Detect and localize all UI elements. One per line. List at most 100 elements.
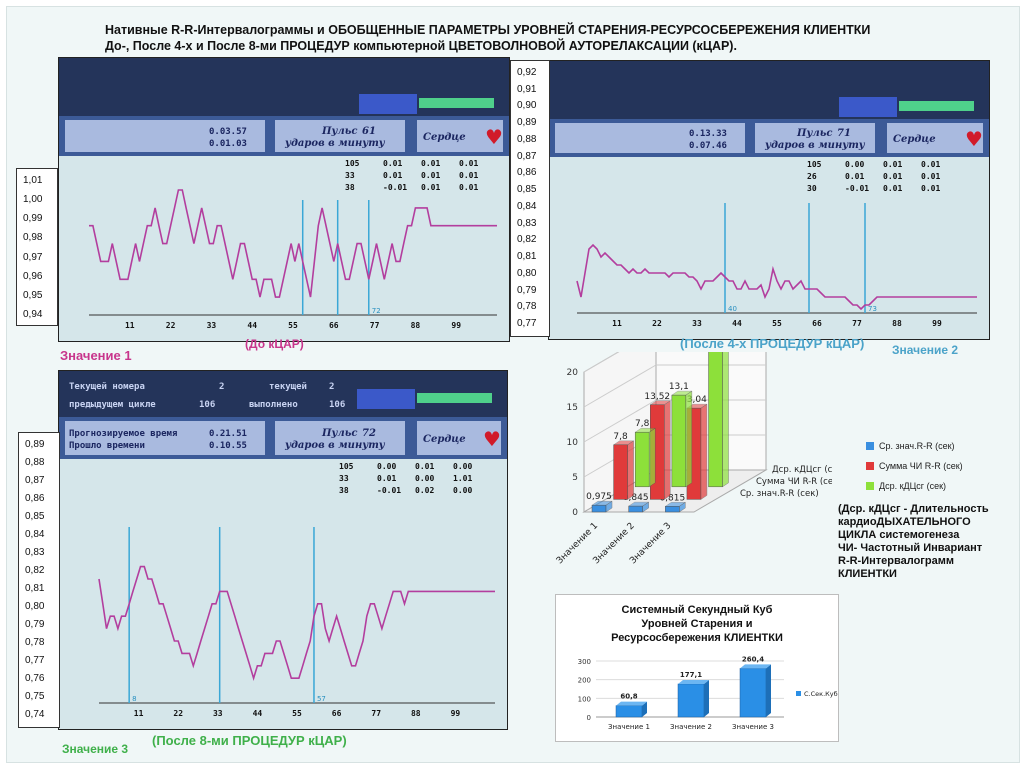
time-row-2: 0.01.03 bbox=[209, 139, 247, 149]
heart-icon: ♥ bbox=[965, 127, 983, 151]
heart-label: Сердце bbox=[423, 132, 466, 143]
cube-chart-title: Системный Секундный Куб Уровней Старения… bbox=[556, 603, 838, 645]
bar-value-label: 260,4 bbox=[742, 655, 764, 663]
legend-item-mean: Ср. знач.R-R (сек) bbox=[866, 436, 963, 456]
x-tick-label: 55 bbox=[288, 321, 298, 330]
x-tick-label: 22 bbox=[173, 709, 183, 718]
stat-cell: 38 bbox=[339, 486, 349, 495]
x-tick-label: 44 bbox=[247, 321, 257, 330]
time-box bbox=[555, 123, 745, 153]
y-axis-label: 0,84 bbox=[25, 529, 45, 540]
stat-cell: 0.01 bbox=[921, 184, 940, 193]
hud-panel bbox=[359, 94, 417, 114]
rr-trace-line bbox=[576, 243, 977, 311]
pulse-value: 72 bbox=[362, 428, 376, 439]
y-tick-label: 0 bbox=[587, 714, 591, 722]
bar-top bbox=[649, 400, 672, 406]
stat-cell: 0.01 bbox=[383, 171, 402, 180]
bar-top bbox=[612, 440, 635, 446]
y-tick-label: 100 bbox=[578, 695, 591, 703]
stat-cell: 0.00 bbox=[415, 474, 434, 483]
y-axis-label: 0,80 bbox=[25, 601, 45, 612]
heart-box bbox=[417, 421, 501, 455]
marker-label: 8 bbox=[132, 695, 136, 703]
hud-row-b-label: предыдущем цикле bbox=[69, 400, 156, 410]
x-tick-label: 66 bbox=[332, 709, 342, 718]
y-axis-2: 0,92 0,91 0,90 0,89 0,88 0,87 0,86 0,85 0,84 0,83… bbox=[510, 60, 550, 337]
bar bbox=[634, 431, 650, 488]
y-axis-label: 0,88 bbox=[25, 457, 45, 468]
stat-cell: 105 bbox=[339, 462, 354, 471]
depth-label: Сумма ЧИ R-R (сек) bbox=[756, 477, 832, 487]
title-line-1: Нативные R-R-Интервалограммы и ОБОБЩЕННЫ… bbox=[105, 23, 871, 37]
grid-line bbox=[583, 352, 620, 373]
x-tick-label: 22 bbox=[652, 319, 662, 328]
y-axis-3: 0,89 0,88 0,87 0,86 0,85 0,84 0,83 0,82 0,81 0,80… bbox=[18, 432, 60, 728]
cube-chart: 0 100 200 300 60,8 Значение 1 177,1 Значение 2 2… bbox=[578, 655, 838, 731]
stat-cell: 33 bbox=[345, 171, 355, 180]
pulse-label: Пульс bbox=[321, 428, 357, 439]
y-axis-label: 0,91 bbox=[517, 83, 537, 95]
bar bbox=[591, 504, 607, 513]
y-axis-label: 0,85 bbox=[25, 511, 45, 522]
y-tick-label: 0 bbox=[572, 508, 578, 518]
legend-label: Дср. кДЦсг (сек) bbox=[879, 481, 947, 491]
stat-cell: 0.01 bbox=[421, 171, 440, 180]
heart-box bbox=[887, 123, 983, 153]
note-line: КЛИЕНТКИ bbox=[838, 568, 897, 580]
stat-cell: 0.01 bbox=[883, 160, 902, 169]
x-tick-label: 22 bbox=[166, 321, 176, 330]
category-label: Значение 3 bbox=[732, 723, 774, 731]
heart-icon: ♥ bbox=[485, 125, 503, 149]
heart-label: Сердце bbox=[423, 434, 466, 445]
plot-area bbox=[59, 459, 507, 729]
cube-title-line: Уровней Старения и bbox=[641, 618, 753, 630]
note-line: R-R-Интервалограмм bbox=[838, 555, 954, 567]
grid-line bbox=[583, 364, 657, 408]
x-tick-label: 11 bbox=[134, 709, 144, 718]
pulse-value: 71 bbox=[837, 128, 851, 139]
y-tick-label: 15 bbox=[567, 403, 578, 413]
slide-title: Нативные R-R-Интервалограммы и ОБОБЩЕННЫ… bbox=[105, 22, 1005, 54]
stat-cell: 0.02 bbox=[415, 486, 434, 495]
x-tick-label: 11 bbox=[612, 319, 622, 328]
category-label: Значение 2 bbox=[670, 723, 712, 731]
bar bbox=[677, 683, 705, 718]
hud-row-a-value: 2 bbox=[219, 382, 224, 392]
legend-swatch bbox=[866, 482, 874, 490]
bar-side bbox=[704, 679, 709, 717]
stat-cell: 38 bbox=[345, 183, 355, 192]
stat-cell: 0.00 bbox=[453, 462, 472, 471]
y-axis-label: 0,80 bbox=[517, 267, 537, 279]
cube-title-line: Системный Секундный Куб bbox=[621, 604, 773, 616]
stat-cell: 33 bbox=[339, 474, 349, 483]
x-tick-label: 88 bbox=[411, 709, 421, 718]
bar-side bbox=[627, 440, 634, 500]
legend-label: Сумма ЧИ R-R (сек) bbox=[879, 461, 963, 471]
note-line: (Дср. кДЦсг - Длительность bbox=[838, 503, 989, 515]
grid-line bbox=[583, 399, 657, 443]
pulse-label: Пульс bbox=[796, 128, 832, 139]
stat-cell: -0.01 bbox=[845, 184, 869, 193]
x-tick-label: 55 bbox=[772, 319, 782, 328]
bar bbox=[628, 505, 643, 513]
note-line: кардиоДЫХАТЕЛЬНОГО bbox=[838, 516, 971, 528]
time-label: Прогнозируемое время bbox=[69, 429, 177, 439]
title-line-2: До-, После 4-х и После 8-ми ПРОЦЕДУР ком… bbox=[105, 39, 737, 53]
y-axis-label: 0,76 bbox=[25, 673, 45, 684]
time-row-2: 0.07.46 bbox=[689, 141, 727, 151]
legend-swatch bbox=[866, 462, 874, 470]
y-tick-label: 5 bbox=[572, 473, 578, 483]
bar bbox=[739, 668, 767, 718]
y-axis-label: 0,90 bbox=[517, 100, 537, 112]
plot-area bbox=[59, 156, 509, 341]
y-axis-label: 0,87 bbox=[25, 475, 45, 486]
x-tick-label: 44 bbox=[732, 319, 742, 328]
time-row-1: 0.13.33 bbox=[689, 129, 727, 139]
x-tick-label: 77 bbox=[371, 709, 381, 718]
pulse-label: Пульс bbox=[321, 126, 357, 137]
stat-cell: 0.01 bbox=[383, 159, 402, 168]
x-tick-label: 99 bbox=[451, 709, 461, 718]
legend-swatch bbox=[866, 442, 874, 450]
